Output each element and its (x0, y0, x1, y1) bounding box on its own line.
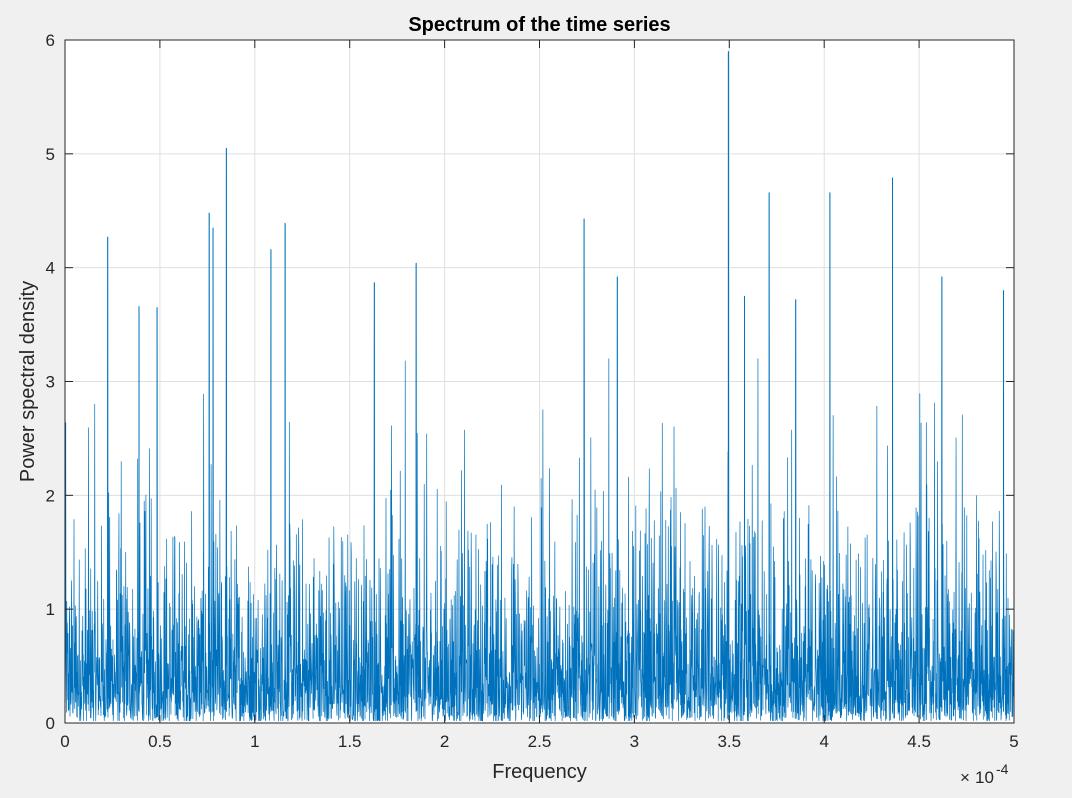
x-tick-label: 4.5 (907, 732, 931, 751)
multiplier-base: 10 (975, 768, 994, 787)
x-tick-label: 0 (60, 732, 69, 751)
y-tick-label: 4 (46, 259, 55, 278)
x-axis-multiplier: × 10 -4 (960, 761, 1009, 787)
x-tick-label: 5 (1009, 732, 1018, 751)
x-axis-label: Frequency (492, 761, 587, 783)
x-tick-label: 3 (630, 732, 639, 751)
ticks: 0 0.5 1 1.5 2 2.5 3 3.5 4 4.5 5 0 1 2 3 4 5 6 (46, 31, 1019, 751)
y-tick-label: 3 (46, 373, 55, 392)
x-tick-label: 2 (440, 732, 449, 751)
multiplier-times: × (960, 768, 970, 787)
y-tick-label: 2 (46, 486, 55, 505)
x-tick-label: 1 (250, 732, 259, 751)
y-tick-label: 5 (46, 145, 55, 164)
x-tick-label: 4 (819, 732, 828, 751)
spectrum-line (64, 51, 1015, 722)
y-tick-label: 6 (46, 31, 55, 50)
y-axis-label: Power spectral density (17, 281, 39, 482)
x-tick-label: 3.5 (717, 732, 741, 751)
chart-title: Spectrum of the time series (408, 14, 670, 36)
x-tick-label: 1.5 (338, 732, 362, 751)
multiplier-exponent: -4 (996, 761, 1009, 777)
x-tick-label: 2.5 (528, 732, 552, 751)
y-tick-label: 0 (46, 714, 55, 733)
y-tick-label: 1 (46, 600, 55, 619)
x-tick-label: 0.5 (148, 732, 172, 751)
series-spectrum (64, 51, 1015, 722)
